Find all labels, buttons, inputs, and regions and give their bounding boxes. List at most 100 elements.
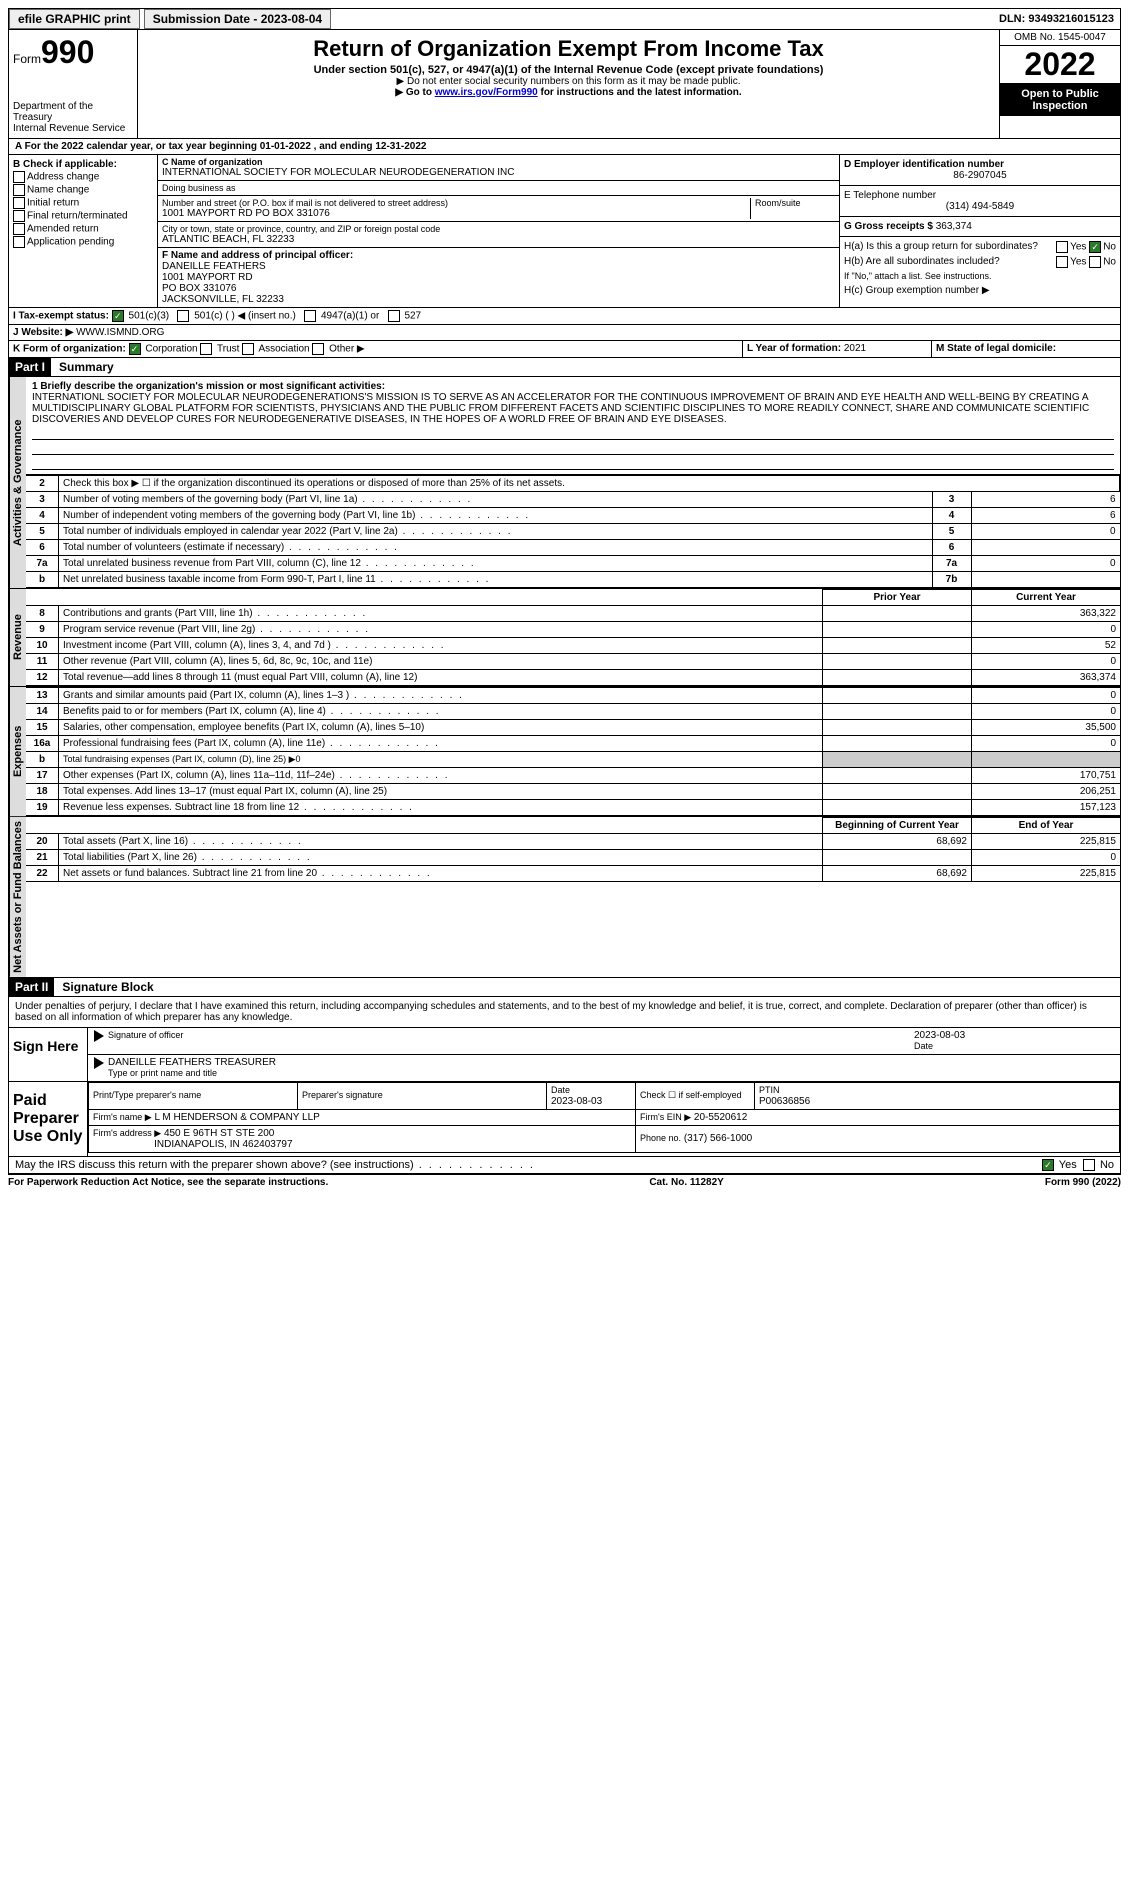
corp-checkbox[interactable]	[129, 343, 141, 355]
trust-checkbox[interactable]	[200, 343, 212, 355]
table-row: 15Salaries, other compensation, employee…	[26, 720, 1120, 736]
other-checkbox[interactable]	[312, 343, 324, 355]
tax-year: 2022	[1000, 46, 1120, 84]
mission-text: INTERNATIONL SOCIETY FOR MOLECULAR NEURO…	[32, 392, 1114, 425]
amended-return-checkbox[interactable]	[13, 223, 25, 235]
period-row: A For the 2022 calendar year, or tax yea…	[8, 139, 1121, 155]
netassets-table: Beginning of Current YearEnd of Year 20T…	[26, 817, 1120, 882]
form-version: Form 990 (2022)	[1045, 1177, 1121, 1188]
hb-no-checkbox[interactable]	[1089, 256, 1101, 268]
form-title: Return of Organization Exempt From Incom…	[142, 36, 995, 62]
table-row: 14Benefits paid to or for members (Part …	[26, 704, 1120, 720]
form-number: Form990	[13, 34, 133, 71]
discuss-yes-checkbox[interactable]	[1042, 1159, 1054, 1171]
firm-ein: 20-5520612	[694, 1112, 747, 1123]
dept-label: Department of the Treasury	[13, 101, 133, 123]
firm-address: 450 E 96TH ST STE 200	[164, 1128, 274, 1139]
netassets-tab: Net Assets or Fund Balances	[9, 817, 26, 977]
section-c: C Name of organization INTERNATIONAL SOC…	[158, 155, 839, 307]
501c3-checkbox[interactable]	[112, 310, 124, 322]
org-address: 1001 MAYPORT RD PO BOX 331076	[162, 208, 750, 219]
governance-tab: Activities & Governance	[9, 377, 26, 588]
instructions-note: ▶ Go to www.irs.gov/Form990 for instruct…	[142, 87, 995, 98]
section-e: E Telephone number (314) 494-5849	[840, 186, 1120, 217]
expenses-block: Expenses 13Grants and similar amounts pa…	[8, 687, 1121, 817]
officer-printed-name: DANEILLE FEATHERS TREASURER	[108, 1057, 276, 1068]
revenue-table: Prior YearCurrent Year 8Contributions an…	[26, 589, 1120, 686]
section-h: H(a) Is this a group return for subordin…	[840, 237, 1120, 307]
ein-value: 86-2907045	[844, 170, 1116, 181]
instructions-link[interactable]: www.irs.gov/Form990	[435, 87, 538, 98]
form-subtitle: Under section 501(c), 527, or 4947(a)(1)…	[142, 64, 995, 76]
firm-name: L M HENDERSON & COMPANY LLP	[154, 1112, 319, 1123]
irs-label: Internal Revenue Service	[13, 123, 133, 134]
527-checkbox[interactable]	[388, 310, 400, 322]
arrow-icon	[94, 1030, 104, 1042]
top-bar: efile GRAPHIC print Submission Date - 20…	[8, 8, 1121, 30]
website-value: WWW.ISMND.ORG	[76, 327, 164, 338]
address-change-checkbox[interactable]	[13, 171, 25, 183]
section-d: D Employer identification number 86-2907…	[840, 155, 1120, 186]
table-row: 13Grants and similar amounts paid (Part …	[26, 688, 1120, 704]
expenses-tab: Expenses	[9, 687, 26, 816]
501c-checkbox[interactable]	[177, 310, 189, 322]
netassets-block: Net Assets or Fund Balances Beginning of…	[8, 817, 1121, 978]
section-b: B Check if applicable: Address change Na…	[9, 155, 158, 307]
preparer-table: Print/Type preparer's name Preparer's si…	[88, 1082, 1120, 1153]
hb-yes-checkbox[interactable]	[1056, 256, 1068, 268]
org-city: ATLANTIC BEACH, FL 32233	[162, 234, 835, 245]
year-formation: 2021	[844, 343, 866, 354]
sig-date: 2023-08-03	[914, 1030, 965, 1041]
arrow-icon	[94, 1057, 104, 1069]
submission-date-button[interactable]: Submission Date - 2023-08-04	[144, 9, 331, 29]
table-row: 18Total expenses. Add lines 13–17 (must …	[26, 784, 1120, 800]
final-return-checkbox[interactable]	[13, 210, 25, 222]
initial-return-checkbox[interactable]	[13, 197, 25, 209]
table-row: 3Number of voting members of the governi…	[26, 492, 1120, 508]
table-row: 20Total assets (Part X, line 16)68,69222…	[26, 834, 1120, 850]
discuss-question: May the IRS discuss this return with the…	[15, 1159, 974, 1171]
form-org-row: K Form of organization: Corporation Trus…	[8, 341, 1121, 358]
revenue-block: Revenue Prior YearCurrent Year 8Contribu…	[8, 589, 1121, 687]
tax-status-row: I Tax-exempt status: 501(c)(3) 501(c) ( …	[8, 308, 1121, 325]
omb-number: OMB No. 1545-0047	[1000, 30, 1120, 46]
efile-print-button[interactable]: efile GRAPHIC print	[9, 9, 140, 29]
ha-yes-checkbox[interactable]	[1056, 241, 1068, 253]
table-row: 2Check this box ▶ ☐ if the organization …	[26, 476, 1120, 492]
sign-here-label: Sign Here	[9, 1028, 88, 1081]
dln-label: DLN: 93493216015123	[993, 11, 1120, 27]
table-row: bNet unrelated business taxable income f…	[26, 572, 1120, 588]
perjury-text: Under penalties of perjury, I declare th…	[9, 997, 1120, 1027]
ha-no-checkbox[interactable]	[1089, 241, 1101, 253]
4947-checkbox[interactable]	[304, 310, 316, 322]
name-change-checkbox[interactable]	[13, 184, 25, 196]
expenses-table: 13Grants and similar amounts paid (Part …	[26, 687, 1120, 816]
section-g: G Gross receipts $ 363,374	[840, 217, 1120, 237]
table-row: 11Other revenue (Part VIII, column (A), …	[26, 654, 1120, 670]
part2-header: Part II Signature Block	[8, 978, 1121, 997]
table-row: 4Number of independent voting members of…	[26, 508, 1120, 524]
assoc-checkbox[interactable]	[242, 343, 254, 355]
org-name: INTERNATIONAL SOCIETY FOR MOLECULAR NEUR…	[162, 167, 835, 178]
page-footer: For Paperwork Reduction Act Notice, see …	[8, 1175, 1121, 1190]
table-row: bTotal fundraising expenses (Part IX, co…	[26, 752, 1120, 768]
governance-table: 2Check this box ▶ ☐ if the organization …	[26, 475, 1120, 588]
discuss-no-checkbox[interactable]	[1083, 1159, 1095, 1171]
table-row: 7aTotal unrelated business revenue from …	[26, 556, 1120, 572]
entity-block: B Check if applicable: Address change Na…	[8, 155, 1121, 308]
table-row: 5Total number of individuals employed in…	[26, 524, 1120, 540]
paperwork-notice: For Paperwork Reduction Act Notice, see …	[8, 1177, 328, 1188]
application-pending-checkbox[interactable]	[13, 236, 25, 248]
table-row: 21Total liabilities (Part X, line 26)0	[26, 850, 1120, 866]
firm-phone: (317) 566-1000	[684, 1133, 752, 1144]
cat-number: Cat. No. 11282Y	[649, 1177, 723, 1188]
table-row: 12Total revenue—add lines 8 through 11 (…	[26, 670, 1120, 686]
table-row: 10Investment income (Part VIII, column (…	[26, 638, 1120, 654]
inspection-badge: Open to Public Inspection	[1000, 84, 1120, 116]
table-row: 19Revenue less expenses. Subtract line 1…	[26, 800, 1120, 816]
governance-block: Activities & Governance 1 Briefly descri…	[8, 377, 1121, 589]
paid-preparer-label: Paid Preparer Use Only	[9, 1082, 88, 1156]
part1-header: Part I Summary	[8, 358, 1121, 377]
website-row: J Website: ▶ WWW.ISMND.ORG	[8, 325, 1121, 341]
mission-section: 1 Briefly describe the organization's mi…	[26, 377, 1120, 475]
